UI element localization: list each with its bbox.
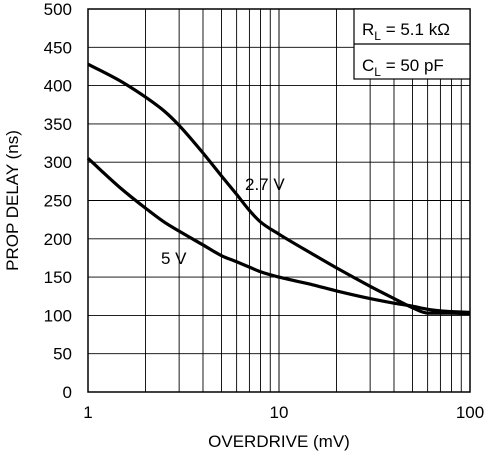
y-tick-label: 250 <box>44 192 72 211</box>
y-tick-label: 50 <box>53 345 72 364</box>
y-tick-label: 500 <box>44 0 72 19</box>
x-tick-label: 1 <box>83 403 92 422</box>
series-label-2p7v: 2.7 V <box>245 175 285 194</box>
y-tick-label: 100 <box>44 306 72 325</box>
plot-border <box>87 8 471 393</box>
y-tick-label: 300 <box>44 153 72 172</box>
series-line-2p7v <box>87 62 471 316</box>
x-tick-label: 100 <box>456 403 484 422</box>
y-axis-title: PROP DELAY (ns) <box>3 130 22 271</box>
y-tick-labels: 0 50 100 150 200 250 300 350 400 450 500 <box>44 0 72 402</box>
series-labels: 2.7 V 5 V <box>161 175 285 268</box>
condition-cl: CL = 50 pF <box>362 56 444 79</box>
series-layer <box>86 62 471 316</box>
series-label-5v: 5 V <box>161 249 187 268</box>
y-tick-label: 450 <box>44 38 72 57</box>
y-tick-label: 400 <box>44 77 72 96</box>
x-tick-labels: 1 10 100 <box>83 403 484 422</box>
y-tick-label: 350 <box>44 115 72 134</box>
x-tick-label: 10 <box>270 403 289 422</box>
condition-rl: RL = 5.1 kΩ <box>362 20 450 43</box>
x-axis-title: OVERDRIVE (mV) <box>208 432 350 451</box>
y-tick-label: 150 <box>44 268 72 287</box>
conditions-legend: RL = 5.1 kΩ CL = 50 pF <box>353 8 471 80</box>
y-tick-label: 0 <box>63 383 72 402</box>
series-line-5v <box>86 157 471 314</box>
y-tick-label: 200 <box>44 230 72 249</box>
